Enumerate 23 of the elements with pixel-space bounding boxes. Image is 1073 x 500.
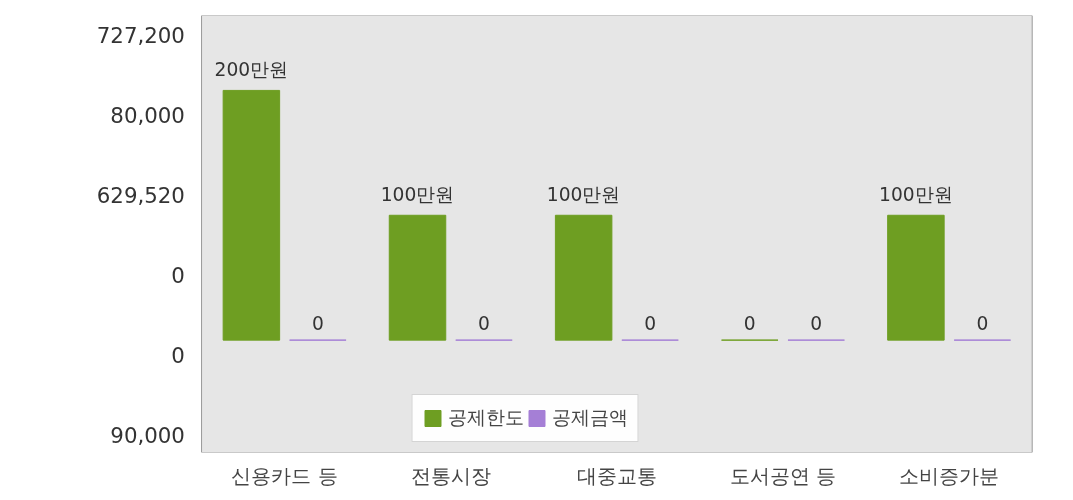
data-label: 0: [743, 313, 756, 335]
data-label: 0: [478, 313, 490, 335]
x-tick-label: 신용카드 등: [231, 463, 338, 488]
data-label: 0: [644, 313, 657, 335]
x-tick-label: 도서공연 등: [729, 463, 837, 488]
data-label: 200만원: [214, 59, 289, 81]
text: 0: [171, 263, 185, 289]
text: 0: [171, 343, 185, 369]
x-tick-label: 소비증가분: [899, 463, 1000, 488]
legend-label: 공제금액: [551, 406, 628, 430]
data-label: 0: [976, 313, 989, 335]
legend-label: 공제한도: [447, 406, 524, 430]
x-tick-label: 대중교통: [576, 463, 657, 488]
data-label: 100만원: [879, 184, 953, 206]
text: 629,520: [96, 183, 185, 209]
data-label: 0: [810, 313, 823, 335]
text: 80,000: [110, 103, 185, 129]
data-label: 100만원: [546, 184, 621, 206]
data-label: 100만원: [380, 184, 455, 206]
text: 90,000: [110, 423, 185, 449]
x-tick-label: 전통시장: [410, 463, 491, 488]
data-label: 0: [311, 313, 324, 335]
text: 727,200: [96, 23, 185, 49]
